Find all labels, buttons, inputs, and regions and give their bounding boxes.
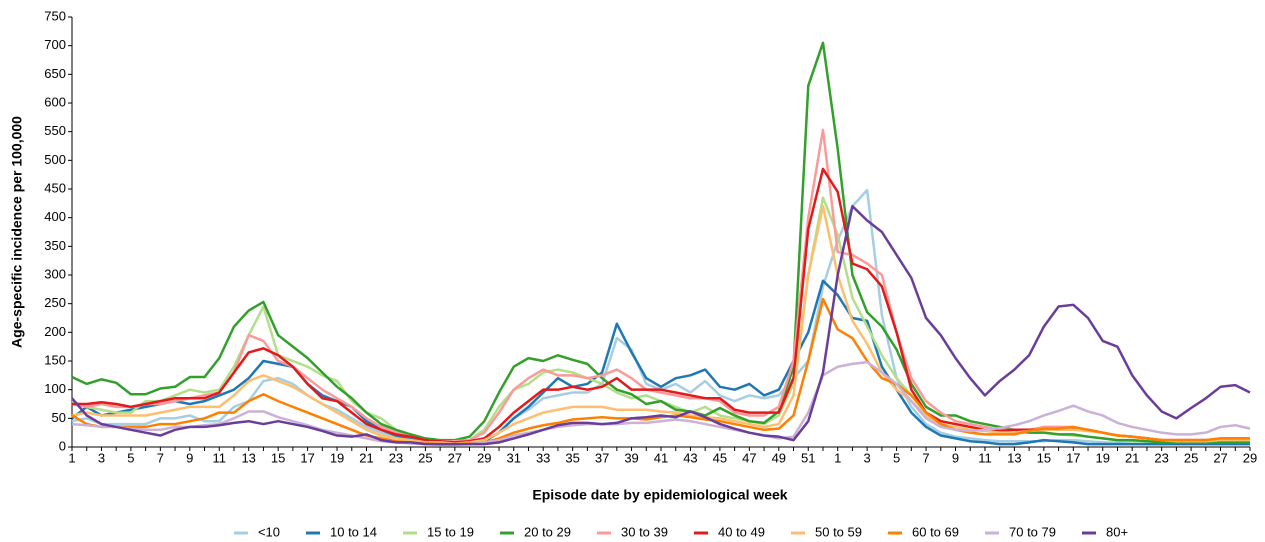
x-axis-title: Episode date by epidemiological week (532, 487, 787, 503)
y-tick-label: 0 (59, 438, 66, 453)
series-line (71, 204, 1250, 445)
x-tick-label: 39 (624, 450, 638, 465)
x-tick-label: 5 (893, 450, 900, 465)
x-tick-label: 29 (477, 450, 491, 465)
x-tick-label: 45 (713, 450, 727, 465)
x-tick-label: 17 (300, 450, 314, 465)
legend-label: 15 to 19 (427, 524, 474, 539)
x-tick-label: 27 (1213, 450, 1227, 465)
legend-label: 50 to 59 (815, 524, 862, 539)
x-tick-label: 25 (1184, 450, 1198, 465)
series-line (71, 41, 1250, 444)
x-tick-label: 19 (330, 450, 344, 465)
x-tick-label: 51 (801, 450, 815, 465)
x-tick-label: 25 (418, 450, 432, 465)
x-tick-label: 29 (1243, 450, 1257, 465)
series-line (71, 279, 1250, 446)
legend-label: 70 to 79 (1009, 524, 1056, 539)
y-tick-label: 450 (44, 180, 66, 195)
x-tick-label: 49 (772, 450, 786, 465)
legend-label: 40 to 49 (718, 524, 765, 539)
x-tick-label: 33 (536, 450, 550, 465)
x-tick-label: 3 (864, 450, 871, 465)
x-tick-label: 1 (68, 450, 75, 465)
series-line (71, 204, 1251, 446)
series-line (71, 128, 1250, 443)
x-tick-label: 43 (683, 450, 697, 465)
y-tick-label: 550 (44, 123, 66, 138)
x-tick-label: 9 (952, 450, 959, 465)
y-tick-label: 400 (44, 209, 66, 224)
y-tick-label: 700 (44, 37, 66, 52)
legend: <10 10 to 14 15 to 19 20 to 29 30 to 39 40 to… (233, 524, 1128, 539)
x-tick-label: 19 (1096, 450, 1110, 465)
y-tick-label: 200 (44, 324, 66, 339)
x-tick-label: 5 (127, 450, 134, 465)
x-tick-label: 27 (448, 450, 462, 465)
series-line (71, 297, 1250, 446)
x-tick-label: 23 (389, 450, 403, 465)
x-tick-label: 47 (742, 450, 756, 465)
x-tick-label: 21 (359, 450, 373, 465)
x-tick-label: 7 (157, 450, 164, 465)
x-tick-label: 15 (1037, 450, 1051, 465)
series-line (71, 360, 1251, 446)
y-tick-label: 50 (52, 410, 66, 425)
x-tick-label: 23 (1154, 450, 1168, 465)
x-tick-label: 31 (507, 450, 521, 465)
x-tick-label: 41 (654, 450, 668, 465)
y-tick-label: 150 (44, 352, 66, 367)
y-tick-label: 650 (44, 66, 66, 81)
x-tick-label: 9 (186, 450, 193, 465)
legend-label: 30 to 39 (621, 524, 668, 539)
legend-label: 60 to 69 (912, 524, 959, 539)
x-tick-label: 3 (98, 450, 105, 465)
y-tick-label: 500 (44, 152, 66, 167)
x-tick-label: 17 (1066, 450, 1080, 465)
y-tick-label: 600 (44, 94, 66, 109)
y-tick-label: 750 (44, 8, 66, 23)
x-tick-label: 35 (565, 450, 579, 465)
x-tick-label: 1 (834, 450, 841, 465)
x-tick-label: 11 (213, 450, 227, 465)
y-tick-label: 100 (44, 381, 66, 396)
x-tick-label: 21 (1125, 450, 1139, 465)
x-tick-label: 37 (595, 450, 609, 465)
legend-label: <10 (258, 524, 280, 539)
x-tick-label: 15 (271, 450, 285, 465)
legend-label: 80+ (1106, 524, 1128, 539)
y-tick-label: 250 (44, 295, 66, 310)
x-tick-label: 13 (241, 450, 255, 465)
legend-label: 20 to 29 (524, 524, 571, 539)
y-tick-label: 300 (44, 266, 66, 281)
y-axis-title: Age-specific incidence per 100,000 (9, 116, 25, 348)
legend-label: 10 to 14 (330, 524, 377, 539)
x-tick-label: 13 (1007, 450, 1021, 465)
x-tick-label: 11 (978, 450, 992, 465)
y-tick-label: 350 (44, 238, 66, 253)
x-tick-label: 7 (922, 450, 929, 465)
